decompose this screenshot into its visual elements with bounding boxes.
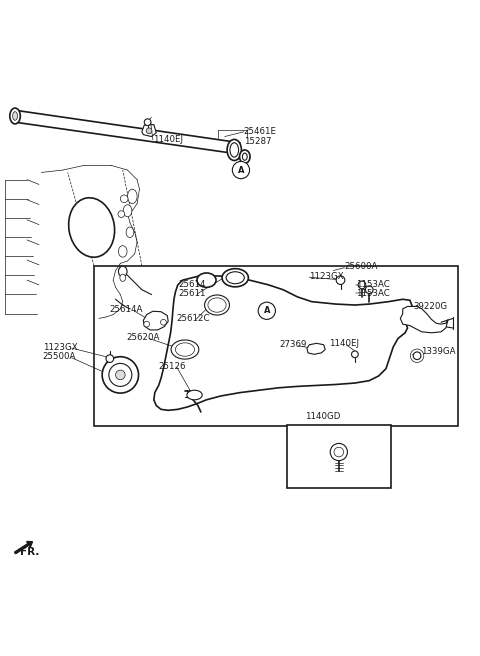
Text: 1153AC: 1153AC [356, 280, 390, 289]
Ellipse shape [123, 205, 132, 216]
Text: 25612C: 25612C [177, 314, 210, 323]
Text: 1123GX: 1123GX [310, 272, 344, 281]
Circle shape [120, 195, 128, 203]
Circle shape [144, 321, 150, 327]
Ellipse shape [119, 266, 127, 276]
Ellipse shape [105, 361, 136, 388]
Text: 25126: 25126 [158, 362, 186, 371]
Text: 27369: 27369 [279, 340, 307, 349]
Text: 1123GX: 1123GX [43, 342, 77, 352]
Circle shape [116, 370, 125, 380]
Text: A: A [264, 306, 270, 316]
Ellipse shape [230, 143, 239, 157]
Text: 1339GA: 1339GA [421, 348, 456, 356]
Polygon shape [144, 311, 168, 330]
Ellipse shape [227, 140, 241, 161]
FancyArrow shape [14, 541, 33, 554]
Text: 1140GD: 1140GD [305, 411, 340, 420]
Circle shape [232, 161, 250, 178]
Text: 39220G: 39220G [413, 302, 447, 311]
Ellipse shape [197, 273, 216, 287]
Ellipse shape [242, 153, 247, 160]
Circle shape [365, 286, 373, 293]
Circle shape [106, 355, 114, 363]
Ellipse shape [240, 150, 250, 163]
Circle shape [258, 302, 276, 319]
Ellipse shape [226, 272, 244, 284]
Circle shape [160, 319, 166, 325]
Polygon shape [400, 306, 448, 333]
Ellipse shape [175, 343, 194, 356]
Circle shape [144, 119, 151, 125]
Polygon shape [142, 125, 156, 136]
Text: 25461E: 25461E [244, 127, 277, 136]
Bar [94, 266, 458, 426]
Ellipse shape [171, 340, 199, 359]
Ellipse shape [128, 189, 137, 203]
Circle shape [336, 276, 345, 285]
Polygon shape [154, 276, 412, 410]
Ellipse shape [126, 227, 134, 237]
Text: 1140EJ: 1140EJ [153, 135, 183, 144]
Ellipse shape [119, 266, 127, 277]
Circle shape [330, 443, 348, 461]
Circle shape [102, 357, 139, 393]
Circle shape [146, 128, 152, 134]
Text: 1140EJ: 1140EJ [328, 338, 359, 348]
Ellipse shape [10, 108, 20, 124]
Ellipse shape [12, 112, 17, 120]
Ellipse shape [208, 298, 226, 312]
Text: 25614A: 25614A [110, 305, 143, 314]
Polygon shape [307, 343, 325, 354]
Text: 25600A: 25600A [344, 262, 378, 271]
Ellipse shape [204, 295, 229, 315]
Text: 15287: 15287 [244, 137, 271, 146]
Circle shape [351, 351, 358, 358]
Text: 25500A: 25500A [43, 352, 76, 361]
Ellipse shape [119, 246, 127, 257]
Circle shape [358, 281, 366, 289]
Text: 25614: 25614 [179, 280, 206, 289]
Text: FR.: FR. [20, 547, 39, 557]
Ellipse shape [187, 390, 202, 400]
Circle shape [413, 352, 421, 359]
Ellipse shape [222, 269, 248, 287]
Bar [287, 424, 391, 488]
Text: A: A [238, 165, 244, 174]
Circle shape [109, 363, 132, 386]
Circle shape [118, 211, 125, 217]
Text: 1153AC: 1153AC [356, 289, 390, 298]
Text: 25611: 25611 [179, 289, 206, 298]
Circle shape [334, 447, 344, 457]
Ellipse shape [120, 274, 126, 281]
Text: 25620A: 25620A [126, 333, 159, 342]
Ellipse shape [69, 197, 115, 257]
